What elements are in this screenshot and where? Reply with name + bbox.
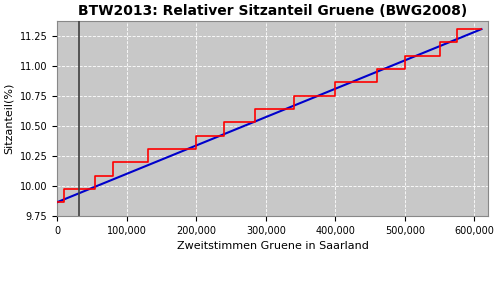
Y-axis label: Sitzanteil(%): Sitzanteil(%) [4,83,14,154]
X-axis label: Zweitstimmen Gruene in Saarland: Zweitstimmen Gruene in Saarland [177,241,368,251]
Title: BTW2013: Relativer Sitzanteil Gruene (BWG2008): BTW2013: Relativer Sitzanteil Gruene (BW… [78,4,468,18]
